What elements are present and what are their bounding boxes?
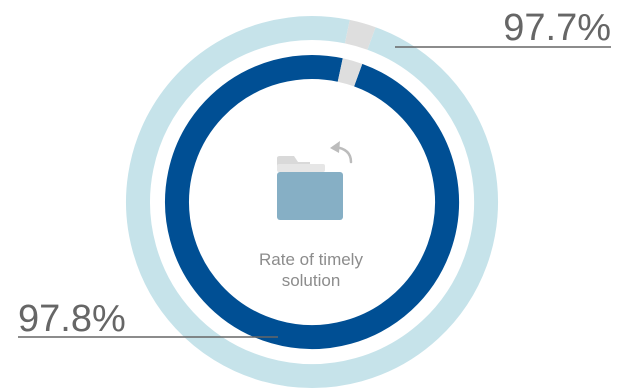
inner-ring-remainder-arc xyxy=(337,58,363,87)
inner-ring-value-arc xyxy=(165,55,460,349)
inner-value-label: 97.8% xyxy=(18,298,126,340)
return-arrow-head xyxy=(330,141,340,153)
center-label-line2: solution xyxy=(282,271,341,290)
outer-value-label: 97.7% xyxy=(503,7,611,49)
folder-back-body xyxy=(277,164,325,172)
center-label-line1: Rate of timely xyxy=(259,250,363,269)
outer-ring-remainder-arc xyxy=(344,19,376,50)
folder-with-return-arrow-icon xyxy=(277,141,353,220)
folder-front-body xyxy=(277,172,343,220)
outer-ring xyxy=(126,16,498,388)
outer-ring-value-arc xyxy=(126,16,498,388)
inner-ring xyxy=(165,55,460,349)
